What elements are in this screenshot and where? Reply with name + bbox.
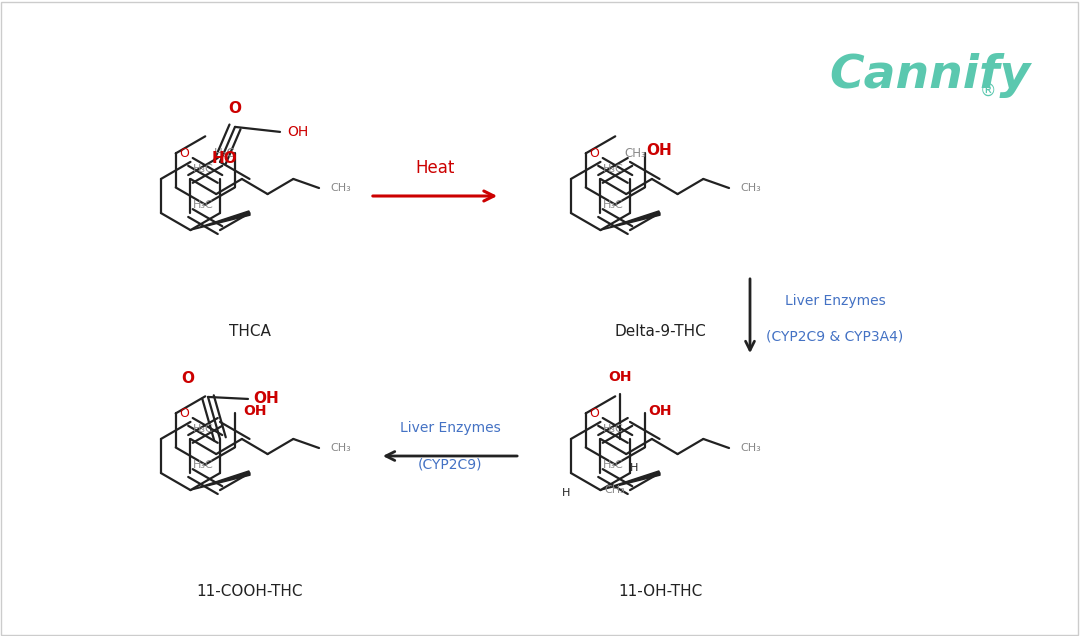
Text: H: H bbox=[562, 488, 570, 498]
Text: O: O bbox=[181, 371, 194, 387]
Text: OH: OH bbox=[648, 404, 672, 418]
Text: H₃C: H₃C bbox=[603, 200, 623, 211]
Text: H₃C: H₃C bbox=[214, 148, 235, 160]
Text: 11-OH-THC: 11-OH-THC bbox=[618, 583, 702, 598]
Text: CH₃: CH₃ bbox=[741, 183, 761, 193]
Text: CH₃: CH₃ bbox=[330, 443, 351, 453]
Text: H₃C: H₃C bbox=[192, 460, 213, 471]
Text: 11-COOH-THC: 11-COOH-THC bbox=[197, 583, 303, 598]
Text: O: O bbox=[589, 147, 598, 160]
Text: H: H bbox=[631, 463, 638, 473]
Text: H₃C: H₃C bbox=[192, 424, 213, 434]
Polygon shape bbox=[600, 471, 660, 490]
Polygon shape bbox=[600, 211, 660, 230]
Text: THCA: THCA bbox=[229, 324, 271, 338]
Text: O: O bbox=[179, 147, 189, 160]
Text: CH₃: CH₃ bbox=[624, 148, 646, 160]
Text: OH: OH bbox=[647, 144, 673, 158]
Text: (CYP2C9): (CYP2C9) bbox=[418, 457, 483, 471]
Polygon shape bbox=[190, 211, 251, 230]
Text: Heat: Heat bbox=[416, 159, 455, 177]
Text: H₃C: H₃C bbox=[603, 165, 623, 174]
Text: H₃C: H₃C bbox=[192, 165, 213, 174]
Text: O: O bbox=[589, 407, 598, 420]
Text: CH₃: CH₃ bbox=[605, 485, 625, 495]
Text: OH: OH bbox=[608, 370, 632, 384]
Text: OH: OH bbox=[243, 404, 267, 418]
Text: H₃C: H₃C bbox=[603, 424, 623, 434]
Text: CH₃: CH₃ bbox=[330, 183, 351, 193]
Text: HO: HO bbox=[212, 151, 238, 167]
Text: O: O bbox=[179, 407, 189, 420]
Text: OH: OH bbox=[287, 125, 309, 139]
Text: Liver Enzymes: Liver Enzymes bbox=[400, 421, 500, 435]
Text: (CYP2C9 & CYP3A4): (CYP2C9 & CYP3A4) bbox=[767, 329, 904, 343]
Text: O: O bbox=[229, 101, 242, 116]
Text: H₃C: H₃C bbox=[192, 200, 213, 211]
Polygon shape bbox=[190, 471, 251, 490]
Text: CH₃: CH₃ bbox=[741, 443, 761, 453]
Text: H₃C: H₃C bbox=[603, 460, 623, 471]
Text: Liver Enzymes: Liver Enzymes bbox=[785, 294, 886, 308]
Text: OH: OH bbox=[253, 391, 279, 406]
Text: ®: ® bbox=[980, 82, 996, 100]
Text: Cannify: Cannify bbox=[829, 53, 1030, 99]
Text: Delta-9-THC: Delta-9-THC bbox=[615, 324, 706, 338]
